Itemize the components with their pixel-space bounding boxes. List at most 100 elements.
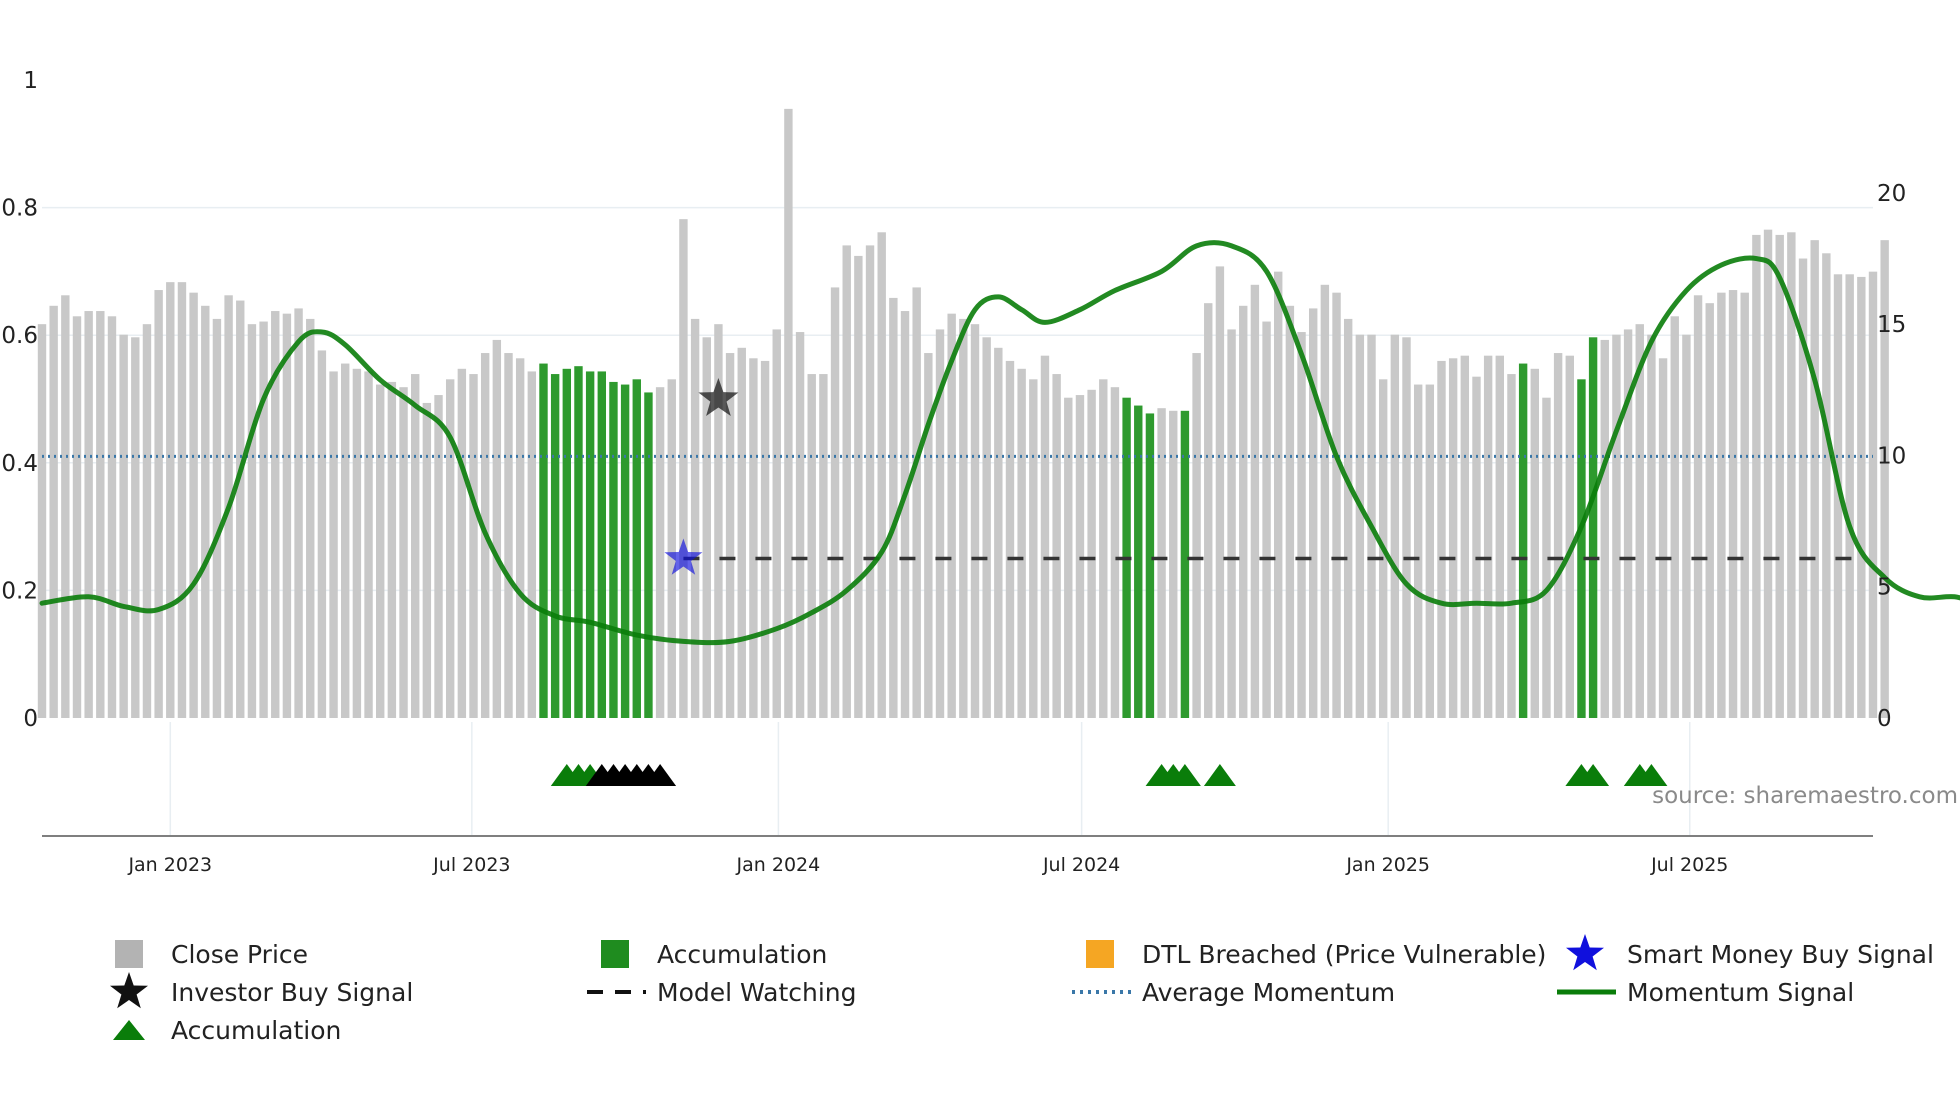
close-price-bar xyxy=(1565,355,1574,718)
legend-item: Smart Money Buy Signal xyxy=(1566,934,1934,971)
close-price-bar xyxy=(72,316,82,718)
accumulation-bar xyxy=(539,363,548,718)
left-axis-tick: 0.2 xyxy=(1,578,38,604)
close-price-bar xyxy=(1448,358,1458,718)
close-price-bar xyxy=(970,324,980,718)
close-price-bar xyxy=(376,384,385,718)
close-price-bar xyxy=(1239,305,1248,718)
close-price-bar xyxy=(714,324,723,718)
smart-money-buy-star xyxy=(664,538,703,575)
close-price-bar xyxy=(1752,234,1761,718)
close-price-bar xyxy=(61,295,70,718)
close-price-bar xyxy=(784,108,793,718)
legend-smart-money-star xyxy=(1566,934,1604,971)
right-axis-tick: 0 xyxy=(1877,706,1892,732)
legend-label: Accumulation xyxy=(171,1016,341,1045)
close-price-bar xyxy=(1262,321,1271,718)
close-price-bar xyxy=(924,353,933,718)
close-price-bar xyxy=(1880,240,1889,718)
close-price-bar xyxy=(399,387,408,718)
close-price-bar xyxy=(1064,397,1073,718)
close-price-bar xyxy=(795,332,805,718)
close-price-bar xyxy=(212,318,222,718)
accumulation-triangle xyxy=(644,764,677,786)
close-price-bar xyxy=(772,329,781,718)
legend-swatch-accumulation xyxy=(601,940,629,968)
left-axis-tick: 0 xyxy=(23,706,38,732)
close-price-bar xyxy=(1227,329,1236,718)
accumulation-bar xyxy=(609,381,618,718)
close-price-bar xyxy=(679,219,688,718)
close-price-bar xyxy=(982,337,991,718)
accumulation-bar xyxy=(1134,405,1143,718)
legend-swatch-close-price xyxy=(115,940,143,968)
close-price-bar xyxy=(1005,360,1015,718)
close-price-bar xyxy=(1647,334,1656,718)
close-price-bar xyxy=(900,311,910,718)
close-price-bar xyxy=(1728,290,1738,718)
close-price-bar xyxy=(1425,384,1435,718)
close-price-bar xyxy=(445,379,455,718)
legend: Close Price Accumulation DTL Breached (Pri… xyxy=(110,934,1934,1045)
close-price-bar xyxy=(854,255,863,718)
close-price-bar xyxy=(1297,332,1306,718)
close-price-bar xyxy=(317,350,327,718)
legend-item: Average Momentum xyxy=(1072,978,1395,1007)
legend-item: Accumulation xyxy=(113,1016,341,1045)
close-price-bar xyxy=(515,358,525,718)
close-price-bar xyxy=(271,311,280,718)
close-price-bar xyxy=(1075,395,1085,718)
close-price-bar xyxy=(1320,284,1330,718)
close-price-bar xyxy=(912,287,921,718)
close-price-bar xyxy=(1763,229,1773,718)
close-price-bar xyxy=(177,282,187,718)
close-price-bar xyxy=(819,374,828,718)
close-price-bar xyxy=(166,282,175,718)
close-price-bar xyxy=(492,339,502,718)
close-price-bar xyxy=(131,337,140,718)
right-axis-tick: 5 xyxy=(1877,575,1892,601)
close-price-bar xyxy=(1717,292,1726,718)
close-price-bar xyxy=(1250,284,1260,718)
legend-label: Close Price xyxy=(171,940,308,969)
close-price-bar xyxy=(1052,374,1061,718)
close-price-bar xyxy=(1635,324,1644,718)
close-price-bar xyxy=(107,316,117,718)
x-axis-tick: Jul 2023 xyxy=(432,854,510,876)
close-price-bar xyxy=(469,374,478,718)
legend-label: Average Momentum xyxy=(1142,978,1395,1007)
investor-buy-star xyxy=(698,378,739,416)
legend-item: Investor Buy Signal xyxy=(110,972,413,1009)
close-price-bar xyxy=(725,353,735,718)
x-axis-tick: Jul 2024 xyxy=(1042,854,1120,876)
legend-label: Momentum Signal xyxy=(1627,978,1854,1007)
legend-item: Momentum Signal xyxy=(1557,978,1854,1007)
close-price-bar xyxy=(959,318,968,718)
close-price-bar xyxy=(201,305,210,718)
close-price-bar xyxy=(259,321,268,718)
close-price-bar xyxy=(1612,334,1621,718)
close-price-bar xyxy=(1483,355,1493,718)
signal-lines xyxy=(39,240,1960,646)
close-price-bar xyxy=(1390,334,1400,718)
close-price-bar xyxy=(655,387,665,718)
close-price-bar xyxy=(154,290,163,718)
close-price-bar xyxy=(865,245,875,718)
close-price-bar xyxy=(1507,374,1516,718)
close-price-bar xyxy=(1402,337,1411,718)
close-price-bar xyxy=(1017,368,1026,718)
accumulation-triangle xyxy=(1203,764,1236,786)
right-axis-tick: 10 xyxy=(1877,443,1906,469)
close-price-bar xyxy=(1029,379,1038,718)
legend-accumulation-triangle xyxy=(113,1020,145,1040)
close-price-bar xyxy=(247,324,257,718)
close-price-bar xyxy=(1810,240,1819,718)
close-price-bar xyxy=(1705,303,1714,718)
close-price-bar xyxy=(830,287,840,718)
accumulation-bar xyxy=(1180,410,1190,718)
close-price-bar xyxy=(1530,368,1539,718)
close-price-bar xyxy=(935,329,945,718)
close-price-bar xyxy=(236,300,245,718)
